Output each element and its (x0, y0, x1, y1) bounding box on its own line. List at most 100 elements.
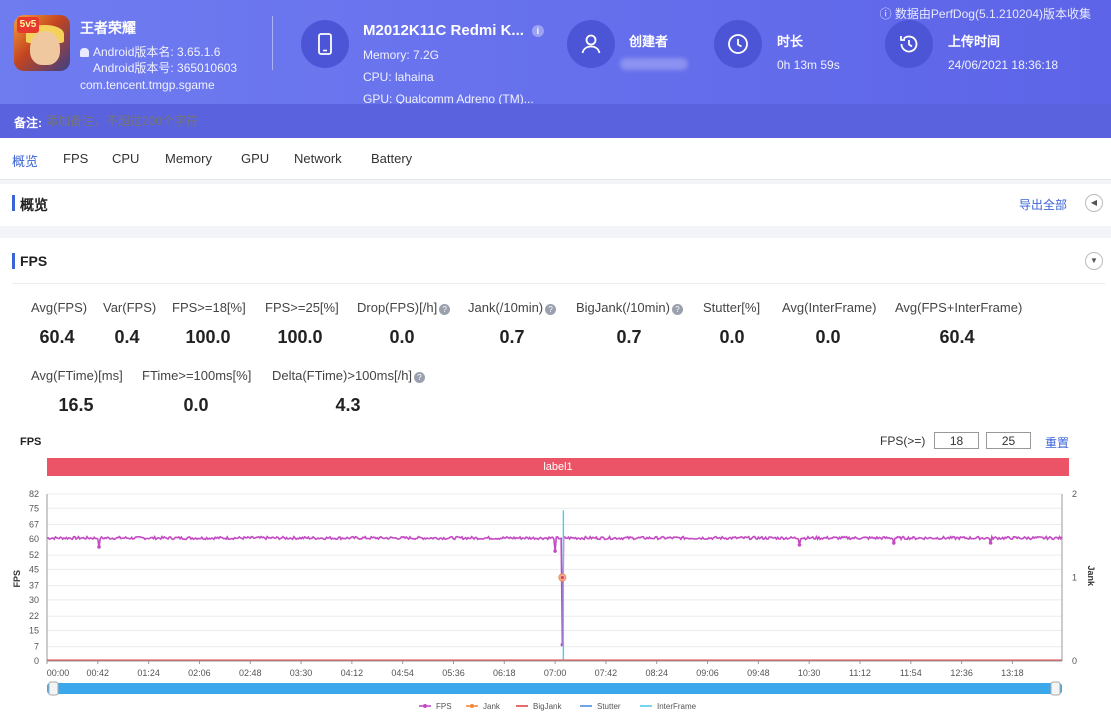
zoom-scrollbar (47, 683, 1062, 694)
stat-value-avg-ftime: 16.5 (58, 395, 94, 415)
stat-label-avg-interframe: Avg(InterFrame) (782, 300, 877, 315)
info-circle-icon: ⓘ (879, 7, 895, 21)
tab-overview[interactable]: 概览 (12, 154, 39, 169)
fps-section-title: FPS (20, 253, 48, 269)
help-icon[interactable]: ? (414, 372, 426, 383)
fps-threshold-label: FPS(>=) (880, 434, 926, 448)
x-tick-label: 11:12 (849, 668, 871, 678)
report-header: ⓘ 数据由PerfDog(5.1.210204)版本收集 5v5 王者荣耀 An… (0, 0, 1111, 138)
x-tick-label: 02:48 (239, 668, 262, 678)
export-all-link[interactable]: 导出全部 (1019, 198, 1068, 212)
stat-label-var-fps: Var(FPS) (103, 300, 157, 315)
x-tick-label: 11:54 (900, 668, 922, 678)
x-tick-label: 01:24 (137, 668, 160, 678)
device-gpu: GPU: Qualcomm Adreno (TM)... (363, 92, 534, 106)
fps-dip-point (97, 545, 101, 549)
fps-accent-bar (12, 253, 15, 269)
help-icon[interactable]: ? (439, 304, 451, 315)
stat-value-avg-interframe: 0.0 (815, 327, 841, 347)
y-axis-title: FPS (12, 570, 22, 588)
y-tick-label: 45 (29, 564, 39, 574)
y-tick-label: 52 (29, 550, 39, 560)
x-tick-label: 04:54 (391, 668, 414, 678)
x-tick-label: 04:12 (341, 668, 364, 678)
tab-gpu[interactable]: GPU (241, 151, 270, 166)
x-tick-label: 05:36 (442, 668, 465, 678)
upload-time-value: 24/06/2021 18:36:18 (948, 58, 1059, 72)
x-tick-label: 09:06 (696, 668, 719, 678)
duration-value: 0h 13m 59s (777, 58, 840, 72)
device-memory: Memory: 7.2G (363, 48, 440, 62)
x-tick-label: 12:36 (950, 668, 973, 678)
overview-card (0, 184, 1111, 226)
device-info-icon[interactable]: i (531, 25, 544, 37)
y-tick-label: 30 (29, 595, 39, 605)
y-tick-label: 75 (29, 503, 39, 513)
y-tick-label: 15 (29, 625, 39, 635)
stat-label-avg-fps-interframe: Avg(FPS+InterFrame) (895, 300, 1023, 315)
tab-network[interactable]: Network (294, 151, 342, 166)
fps-threshold-low-input[interactable] (934, 432, 979, 449)
app-version-name: Android版本名: 3.65.1.6 (80, 43, 220, 60)
stat-label-stutter: Stutter[%] (703, 300, 761, 315)
stat-value-delta-ftime: 4.3 (335, 395, 361, 415)
tab-cpu[interactable]: CPU (112, 151, 140, 166)
help-icon[interactable]: ? (671, 304, 683, 315)
zoom-handle-left (48, 681, 59, 696)
stat-value-fps-ge-25: 100.0 (277, 327, 323, 347)
y-tick-label: 37 (29, 581, 39, 591)
app-icon: 5v5 (14, 15, 70, 71)
collapse-down-icon[interactable]: ▼ (1085, 252, 1103, 270)
app-icon-badge: 5v5 (17, 17, 39, 33)
y-tick-label: 60 (29, 534, 39, 544)
y-tick-label: 0 (34, 656, 39, 666)
x-tick-label: 03:30 (290, 668, 313, 678)
remark-label: 备注: (14, 116, 42, 130)
tab-memory[interactable]: Memory (165, 151, 212, 166)
x-tick-label: 13:18 (1001, 668, 1024, 678)
app-package: com.tencent.tmgp.sgame (80, 78, 215, 92)
stat-label-fps-ge-18: FPS>=18[%] (172, 300, 246, 315)
fps-threshold-high-input[interactable] (986, 432, 1031, 449)
y-tick-label: 22 (29, 611, 39, 621)
app-name: 王者荣耀 (80, 20, 136, 36)
tab-fps[interactable]: FPS (63, 151, 89, 166)
device-name: M2012K11C Redmi K... i (363, 22, 544, 39)
x-tick-label: 02:06 (188, 668, 211, 678)
fps-chart[interactable]: 0 7 15 22 30 37 45 52 60 67 75 82 0 1 2 FPS Jank 00:00 00:… (0, 476, 1111, 718)
android-icon (80, 48, 89, 57)
chart-label-band[interactable]: label1 (47, 458, 1069, 476)
legend-label: Stutter (597, 702, 621, 711)
y2-tick-label: 1 (1072, 573, 1077, 583)
clock-icon (714, 20, 762, 68)
history-icon (885, 20, 933, 68)
y-tick-label: 67 (29, 520, 39, 530)
stat-value-avg-fps-interframe: 60.4 (939, 327, 975, 347)
legend-label: Jank (483, 702, 501, 711)
legend-marker (423, 704, 427, 708)
header-divider (272, 16, 273, 70)
fps-dip-point (797, 543, 802, 547)
help-icon[interactable]: ? (545, 304, 557, 315)
tab-battery[interactable]: Battery (371, 151, 413, 166)
stat-value-stutter: 0.0 (719, 327, 745, 347)
fps-dip-point (892, 541, 896, 545)
fps-divider (12, 283, 1105, 284)
x-tick-label: 06:18 (493, 668, 516, 678)
creator-name-redacted (620, 58, 688, 70)
y2-tick-label: 2 (1072, 489, 1077, 499)
stat-value-ftime-ge-100: 0.0 (183, 395, 209, 415)
zoom-handle-right (1050, 681, 1061, 696)
reset-link[interactable]: 重置 (1045, 436, 1070, 450)
x-tick-label: 10:30 (798, 668, 821, 678)
stat-label-avg-ftime: Avg(FTime)[ms] (31, 368, 123, 383)
collapse-left-icon[interactable]: ◀ (1085, 194, 1103, 212)
x-tick-label: 09:48 (747, 668, 770, 678)
remark-input[interactable] (46, 110, 446, 132)
creator-label: 创建者 (629, 34, 669, 49)
stat-label-fps-ge-25: FPS>=25[%] (265, 300, 339, 315)
section-tabs: 概览 FPS CPU Memory GPU Network Battery (0, 138, 1111, 180)
stat-value-jank: 0.7 (499, 327, 525, 347)
legend-label: InterFrame (657, 702, 697, 711)
x-tick-label: 00:00 (47, 668, 70, 678)
